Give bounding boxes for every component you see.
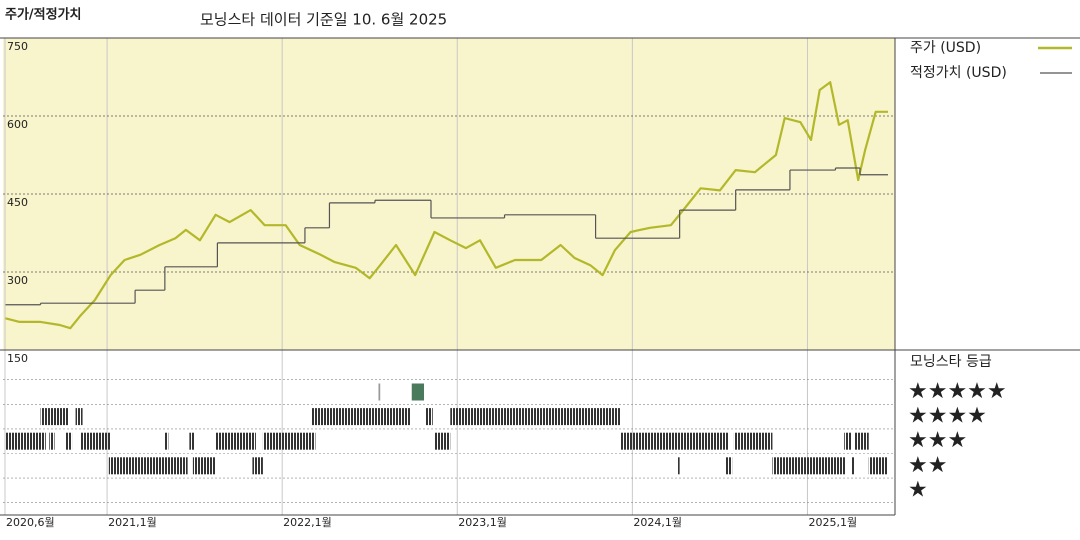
legend-label: 주가 (USD)	[910, 40, 981, 56]
rating-bar	[215, 432, 256, 450]
x-tick-label: 2025,1월	[808, 516, 857, 529]
x-tick-label: 2023,1월	[458, 516, 507, 529]
rating-bar	[311, 408, 410, 426]
rating-bar	[252, 457, 263, 475]
rating-bar	[733, 432, 773, 450]
rating-bar	[75, 408, 83, 426]
y-tick-label: 450	[7, 196, 28, 209]
rating-bar	[192, 457, 216, 475]
rating-bar	[5, 432, 46, 450]
rating-title: 모닝스타 등급	[910, 354, 992, 370]
rating-level-label: ★★★★	[908, 404, 987, 429]
chart-subtitle: 모닝스타 데이터 기준일 10. 6월 2025	[200, 11, 447, 29]
rating-bar	[868, 457, 888, 475]
legend-label: 적정가치 (USD)	[910, 65, 1007, 81]
rating-bar	[49, 432, 55, 450]
rating-bar	[854, 432, 869, 450]
rating-bar	[725, 457, 733, 475]
price-line	[5, 81, 888, 330]
x-tick-label: 2024,1월	[633, 516, 682, 529]
rating-bar	[80, 432, 111, 450]
rating-bar	[262, 432, 316, 450]
chart-title: 주가/적정가치	[5, 7, 82, 23]
x-tick-label: 2020,6월	[6, 516, 55, 529]
y-tick-label: 150	[7, 352, 28, 365]
rating-bar	[425, 408, 433, 426]
rating-bar	[164, 432, 169, 450]
rating-bar	[40, 408, 69, 426]
rating-bar	[450, 408, 621, 426]
x-tick-label: 2022,1월	[283, 516, 332, 529]
rating-level-label: ★	[908, 477, 928, 502]
rating-level-label: ★★	[908, 453, 947, 478]
rating-bar	[108, 457, 188, 475]
rating-bar	[65, 432, 73, 450]
rating-bar	[189, 432, 195, 450]
y-tick-label: 600	[7, 118, 28, 131]
rating-bar	[844, 432, 852, 450]
y-tick-label: 750	[7, 40, 28, 53]
rating-bar	[434, 432, 451, 450]
rating-bar	[772, 457, 846, 475]
x-tick-label: 2021,1월	[108, 516, 157, 529]
rating-bar	[411, 383, 424, 401]
rating-bar	[378, 383, 381, 401]
rating-bar	[677, 457, 680, 475]
y-tick-label: 300	[7, 274, 28, 287]
rating-level-label: ★★★	[908, 428, 967, 453]
rating-bar	[851, 457, 855, 475]
rating-bar	[620, 432, 729, 450]
rating-level-label: ★★★★★	[908, 379, 1007, 404]
